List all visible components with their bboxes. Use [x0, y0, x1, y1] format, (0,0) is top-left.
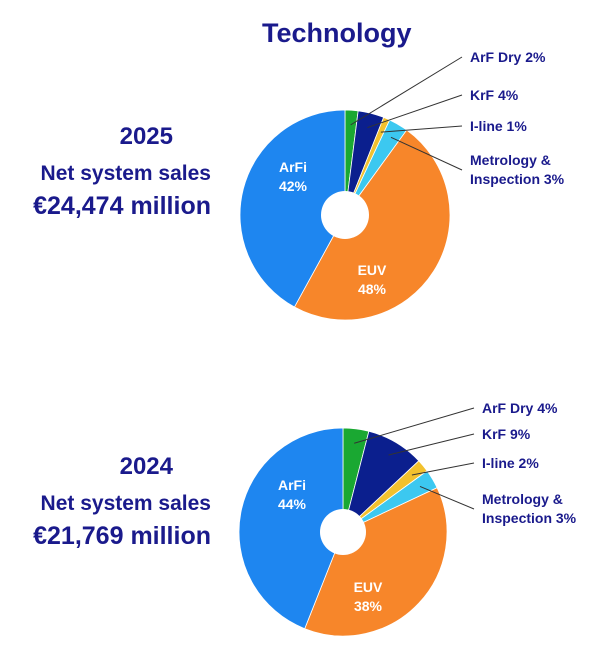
callout-line — [354, 407, 475, 444]
callout-label-metrology-inspection: Inspection 3% — [470, 171, 565, 187]
slice-arfi — [239, 109, 346, 308]
slice-label-euv: 48% — [358, 281, 387, 297]
slice-label-euv: 38% — [354, 598, 383, 614]
callout-label-arf-dry: ArF Dry 2% — [470, 49, 546, 65]
summary-label: Net system sales — [40, 492, 211, 515]
callout-line — [388, 433, 475, 456]
slice-arfi — [238, 427, 344, 630]
summary-amount: €24,474 million — [33, 192, 211, 220]
summary-amount: €21,769 million — [33, 522, 211, 550]
callout-line — [390, 136, 463, 171]
summary-label: Net system sales — [40, 162, 211, 185]
slice-euv — [304, 487, 448, 637]
callout-line — [350, 56, 463, 126]
callout-label-metrology-inspection: Metrology & — [470, 152, 551, 168]
callout-label-metrology-inspection: Metrology & — [482, 491, 563, 507]
callout-label-metrology-inspection: Inspection 3% — [482, 510, 577, 526]
slice-label-arfi: ArFi — [279, 159, 307, 175]
summary-year: 2025 — [119, 123, 173, 150]
callout-label-krf: KrF 4% — [470, 87, 519, 103]
slice-label-arfi: ArFi — [278, 477, 306, 493]
callout-label-i-line: I-line 1% — [470, 118, 527, 134]
callout-line — [419, 486, 475, 510]
slice-label-euv: EUV — [354, 579, 383, 595]
pie-2024: ArFi 44% EUV 38% ArF Dry 4% KrF 9% I-line 2% Me… — [238, 400, 577, 637]
callout-label-krf: KrF 9% — [482, 426, 531, 442]
callout-line — [411, 462, 475, 476]
slice-label-arfi: 44% — [278, 496, 307, 512]
slice-euv — [293, 129, 451, 321]
summary-2024: 2024 Net system sales €21,769 million — [0, 453, 214, 551]
pie-hole — [320, 509, 366, 555]
slice-label-euv: EUV — [358, 262, 387, 278]
callout-label-i-line: I-line 2% — [482, 455, 539, 471]
slice-label-arfi: 42% — [279, 178, 308, 194]
pie-hole — [321, 191, 369, 239]
summary-year: 2024 — [119, 453, 173, 480]
callout-line — [367, 94, 463, 129]
callout-label-arf-dry: ArF Dry 4% — [482, 400, 558, 416]
pie-2025: ArFi 42% EUV 48% ArF Dry 2% KrF 4% I-line 1% Me… — [239, 49, 565, 321]
summary-2025: 2025 Net system sales €24,474 million — [0, 123, 214, 221]
callout-line — [380, 125, 463, 133]
chart-title: Technology — [262, 18, 412, 48]
